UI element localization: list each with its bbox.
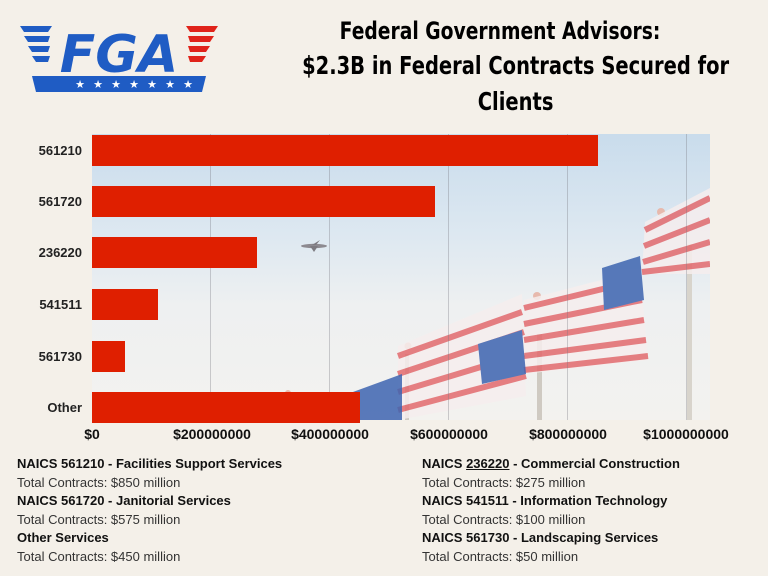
y-label: 561210 bbox=[38, 143, 82, 158]
gridline-600m bbox=[448, 134, 449, 420]
y-label: 561730 bbox=[38, 349, 82, 364]
note-heading: Other Services bbox=[17, 530, 109, 546]
y-label: 236220 bbox=[38, 245, 82, 260]
naics-code-link[interactable]: 236220 bbox=[466, 456, 510, 471]
page-title: Federal Government Advisors: $2.3B in Fe… bbox=[297, 14, 729, 120]
svg-text:★: ★ bbox=[183, 78, 193, 91]
note-heading-suffix: - Commercial Construction bbox=[509, 456, 680, 471]
note-detail: Total Contracts: $575 million bbox=[17, 511, 181, 527]
note-heading: NAICS 236220 - Commercial Construction bbox=[422, 455, 680, 474]
fga-logo: FGA ★ ★ ★ ★ ★ ★ ★ bbox=[18, 20, 220, 94]
note-detail: Total Contracts: $850 million bbox=[17, 474, 181, 490]
y-label: 541511 bbox=[39, 297, 82, 312]
note-detail: Total Contracts: $100 million bbox=[422, 511, 586, 527]
notes-left: NAICS 561210 - Facilities Support Servic… bbox=[17, 455, 282, 567]
svg-text:★: ★ bbox=[75, 78, 85, 91]
title-line-2: $2.3B in Federal Contracts Secured for C… bbox=[302, 51, 730, 116]
logo-text: FGA bbox=[60, 25, 178, 85]
y-label: Other bbox=[47, 400, 82, 415]
title-line-1: Federal Government Advisors: bbox=[339, 17, 661, 45]
chart-plot-area bbox=[92, 134, 710, 420]
gridline-400m bbox=[329, 134, 330, 420]
bar-561730 bbox=[92, 341, 125, 372]
notes-right: NAICS 236220 - Commercial Construction T… bbox=[422, 455, 680, 567]
gridline-1000m bbox=[686, 134, 687, 420]
svg-text:★: ★ bbox=[147, 78, 157, 91]
bar-561210 bbox=[92, 135, 598, 166]
x-tick-label: $1000000000 bbox=[643, 426, 729, 442]
x-tick-label: $0 bbox=[84, 426, 100, 442]
note-detail: Total Contracts: $50 million bbox=[422, 548, 579, 564]
bar-541511 bbox=[92, 289, 158, 320]
note-detail: Total Contracts: $275 million bbox=[422, 474, 586, 490]
svg-text:★: ★ bbox=[111, 78, 121, 91]
gridline-200m bbox=[210, 134, 211, 420]
note-heading: NAICS 561210 - Facilities Support Servic… bbox=[17, 456, 283, 471]
x-tick-label: $600000000 bbox=[410, 426, 488, 442]
note-heading: NAICS 541511 - Information Technology bbox=[422, 493, 668, 509]
svg-text:★: ★ bbox=[129, 78, 139, 91]
x-tick-label: $800000000 bbox=[529, 426, 607, 442]
note-detail: Total Contracts: $450 million bbox=[17, 548, 181, 564]
svg-text:★: ★ bbox=[93, 78, 103, 91]
x-tick-label: $200000000 bbox=[173, 426, 251, 442]
airplane-icon bbox=[301, 240, 327, 252]
flags-photo-background bbox=[285, 188, 710, 420]
x-tick-label: $400000000 bbox=[291, 426, 369, 442]
bar-561720 bbox=[92, 186, 435, 217]
svg-text:★: ★ bbox=[165, 78, 175, 91]
gridline-800m bbox=[567, 134, 568, 420]
y-label: 561720 bbox=[38, 194, 82, 209]
note-heading: NAICS 561730 - Landscaping Services bbox=[422, 530, 659, 546]
bar-236220 bbox=[92, 237, 257, 268]
bar-other bbox=[92, 392, 360, 423]
note-heading: NAICS 561720 - Janitorial Services bbox=[17, 493, 231, 509]
note-heading-prefix: NAICS bbox=[422, 456, 467, 471]
